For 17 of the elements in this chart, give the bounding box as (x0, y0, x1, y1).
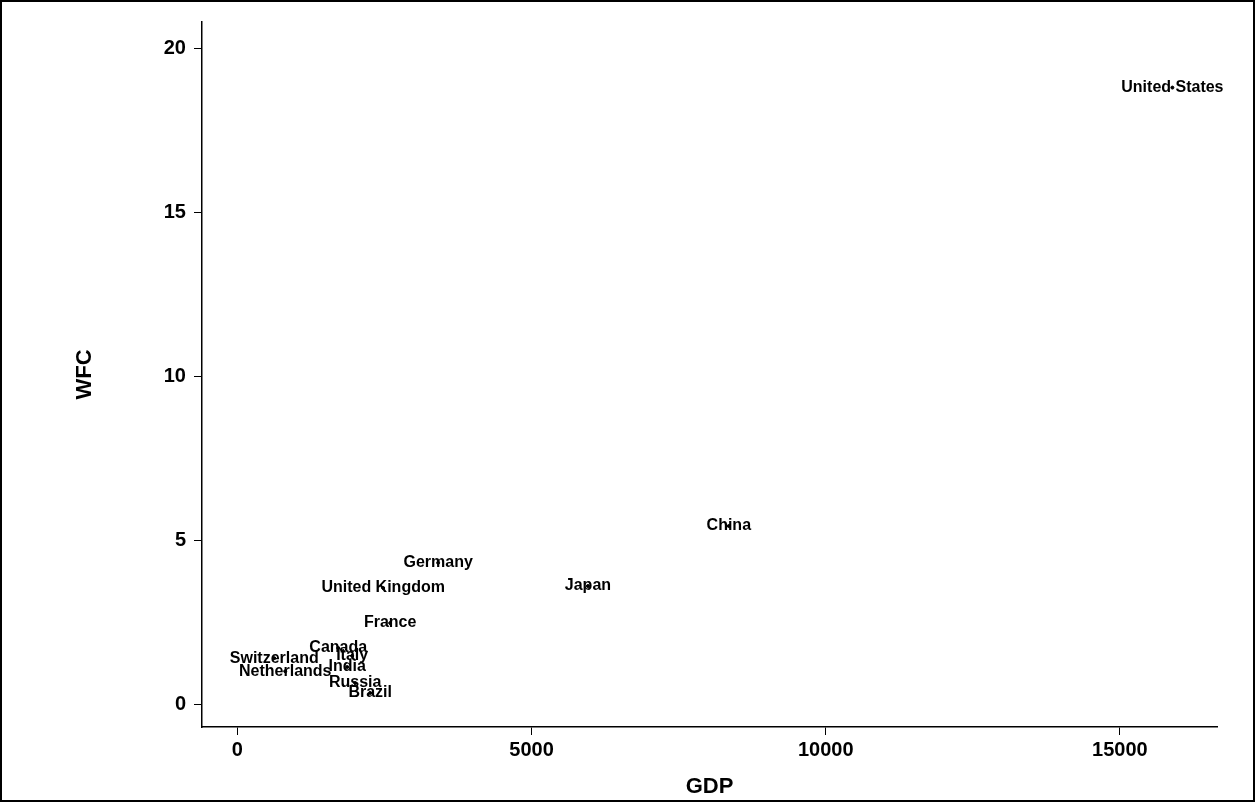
x-tick-label: 10000 (797, 737, 854, 760)
text: Japan (564, 576, 612, 594)
x-tick-label: 5000 (509, 737, 554, 760)
y-tick-label: 15 (163, 199, 186, 222)
text: Germany (403, 553, 473, 571)
y-tick-label: 0 (174, 691, 186, 714)
text: United Kingdom (321, 578, 445, 596)
text: United States (1121, 77, 1224, 95)
x-tick-label: 15000 (1092, 737, 1148, 760)
y-tick-label: 20 (163, 35, 186, 58)
text: China (706, 516, 752, 534)
text: France (363, 613, 417, 631)
y-tick-label: 5 (174, 527, 186, 550)
y-axis-title: WFC (71, 349, 97, 400)
y-tick-label: 10 (163, 363, 186, 386)
x-tick-label: 0 (231, 737, 243, 760)
x-axis-title: GDP (685, 772, 734, 798)
